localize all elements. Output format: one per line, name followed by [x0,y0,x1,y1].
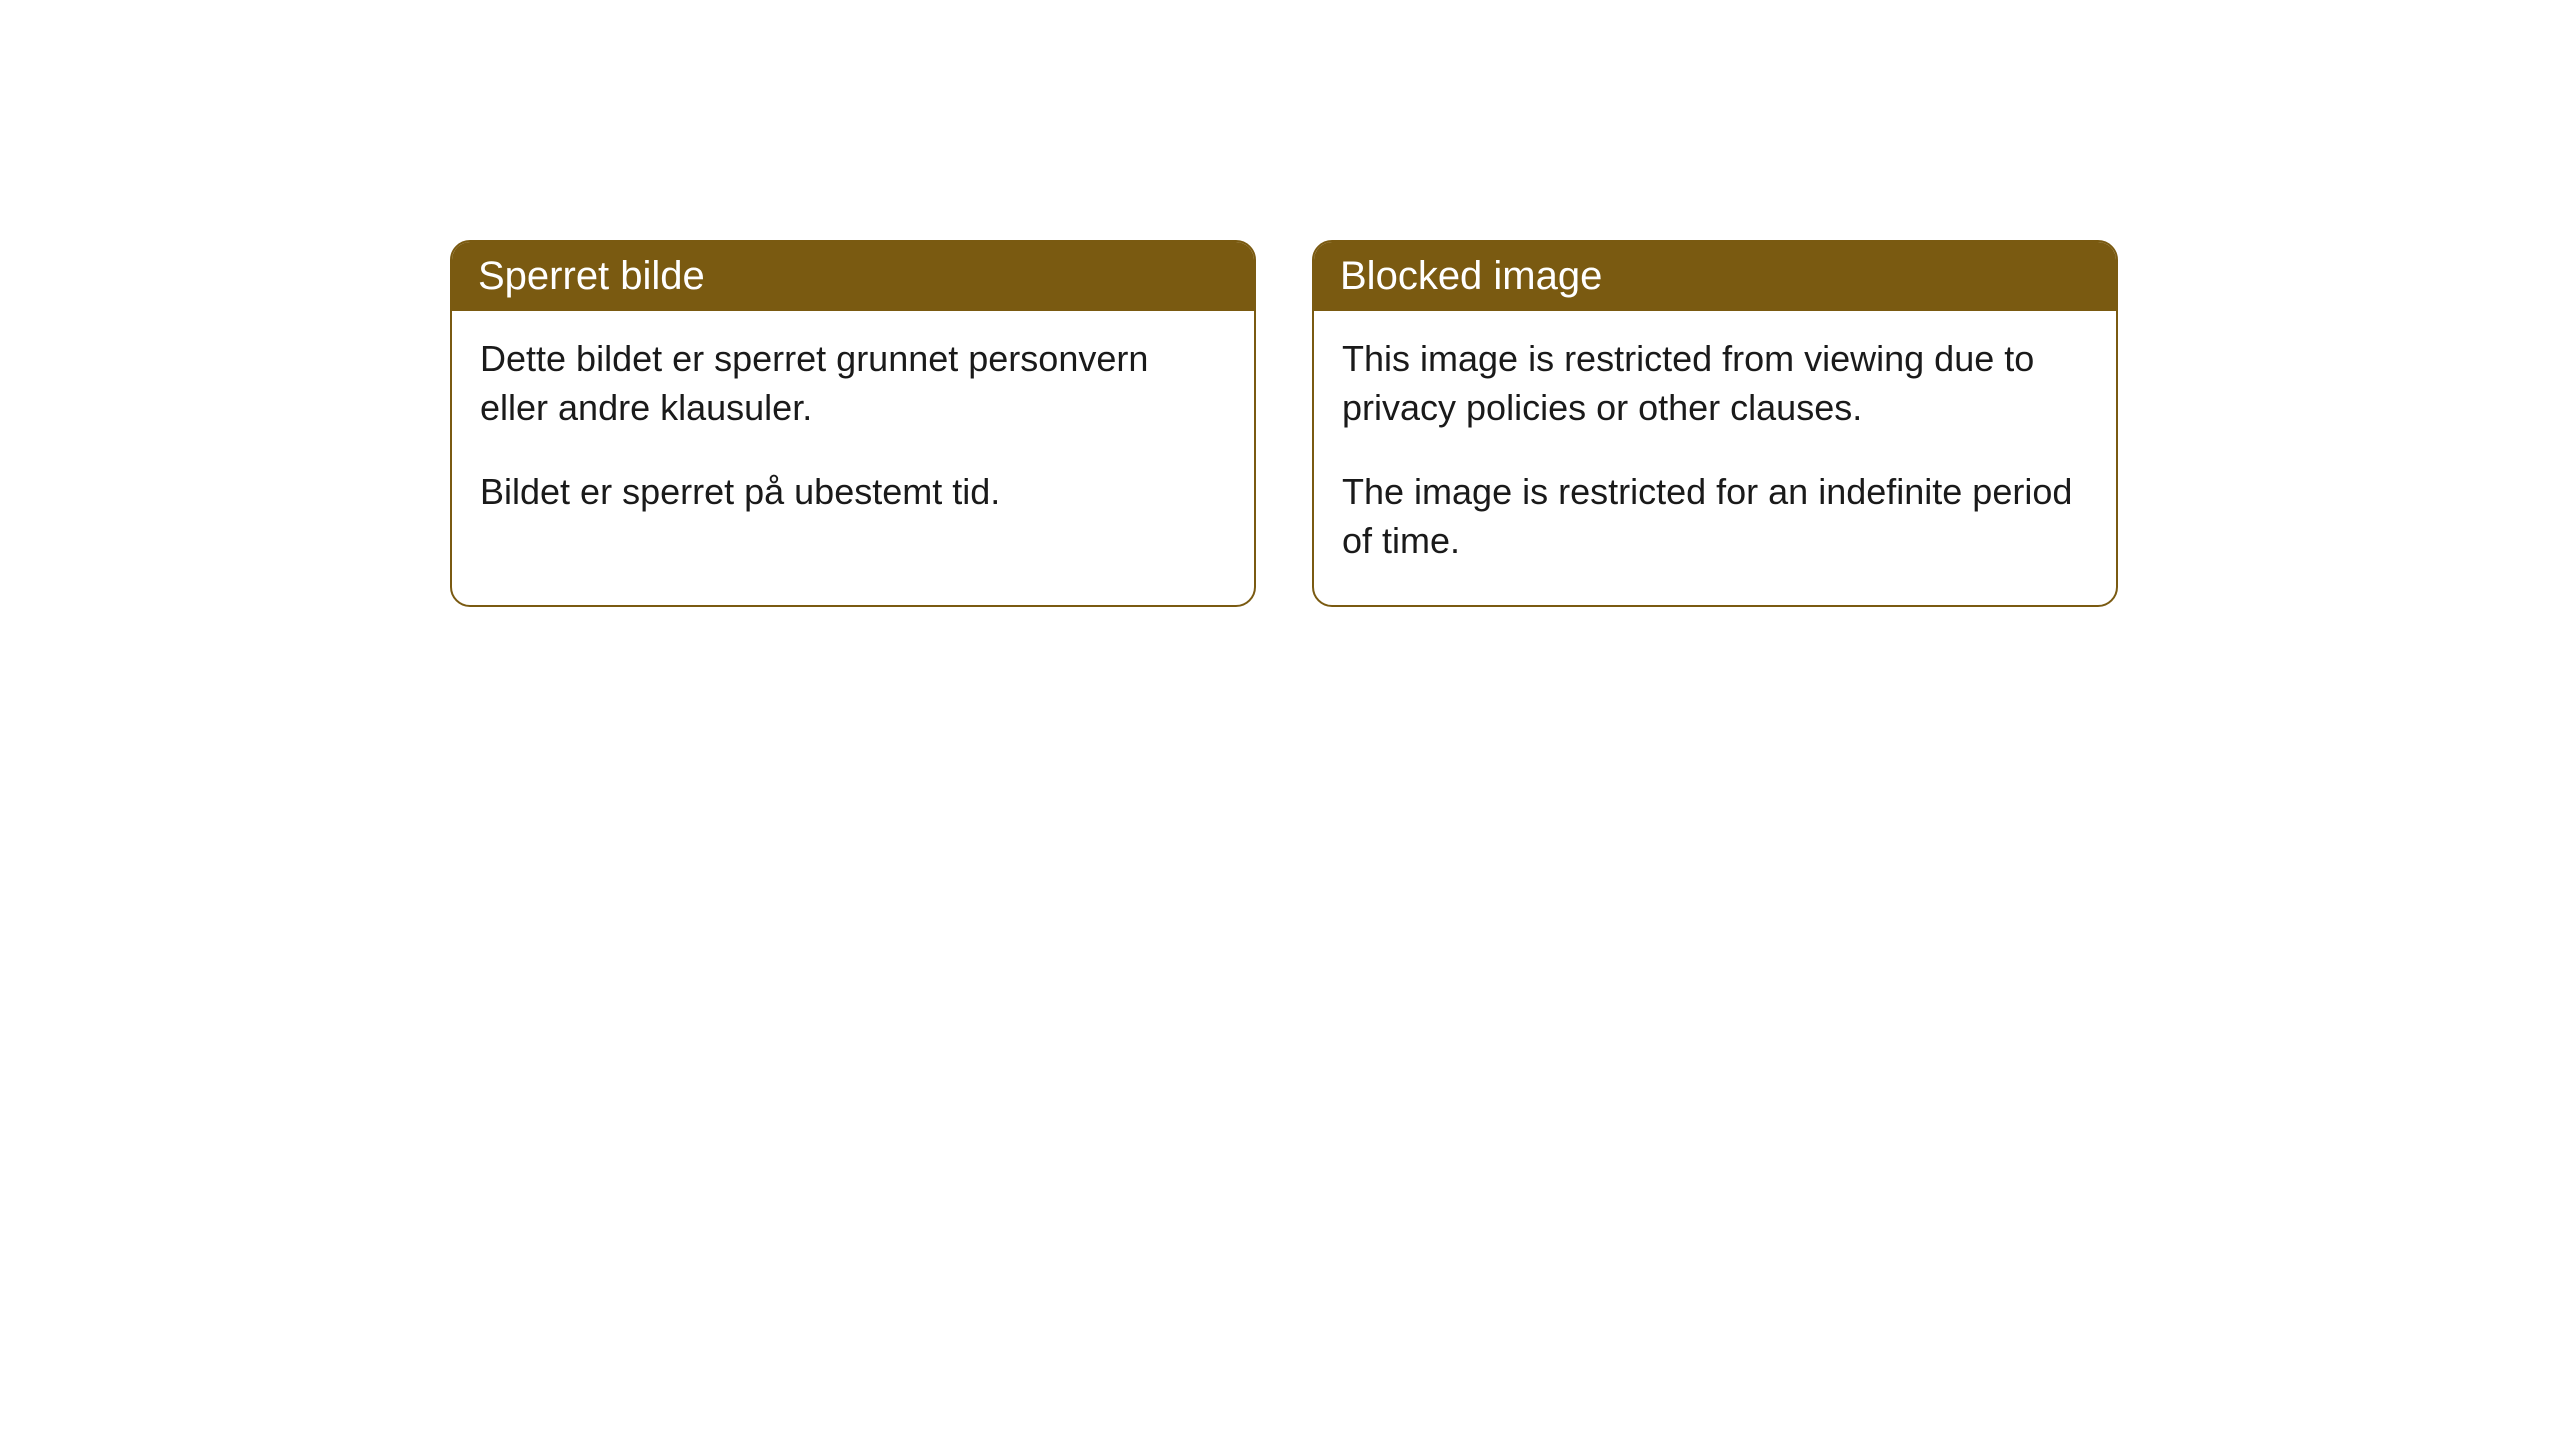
card-paragraph-2-no: Bildet er sperret på ubestemt tid. [480,468,1226,517]
blocked-image-card-no: Sperret bilde Dette bildet er sperret gr… [450,240,1256,607]
card-title-no: Sperret bilde [478,254,705,298]
card-paragraph-1-en: This image is restricted from viewing du… [1342,335,2088,432]
blocked-image-card-en: Blocked image This image is restricted f… [1312,240,2118,607]
card-body-en: This image is restricted from viewing du… [1314,311,2116,605]
card-header-no: Sperret bilde [452,242,1254,311]
card-paragraph-2-en: The image is restricted for an indefinit… [1342,468,2088,565]
card-body-no: Dette bildet er sperret grunnet personve… [452,311,1254,557]
cards-container: Sperret bilde Dette bildet er sperret gr… [450,240,2560,607]
card-paragraph-1-no: Dette bildet er sperret grunnet personve… [480,335,1226,432]
card-title-en: Blocked image [1340,254,1602,298]
card-header-en: Blocked image [1314,242,2116,311]
